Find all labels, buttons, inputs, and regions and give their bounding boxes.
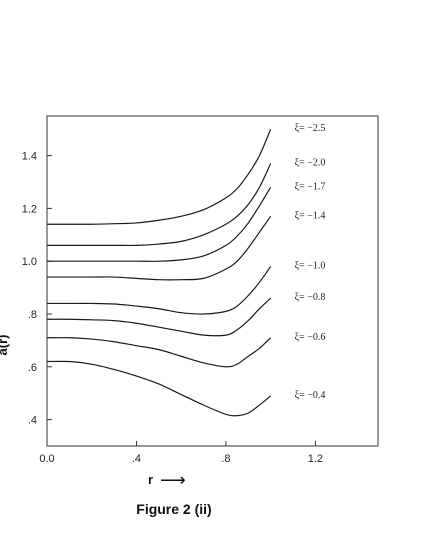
series-line [47, 215, 272, 281]
series-line [47, 186, 272, 262]
y-tick-label: 1.4 [22, 151, 37, 163]
series-label: ξ= −1.7 [295, 181, 326, 192]
series-line [47, 266, 272, 315]
axes: 0.0 .4 .8 1.2 .4 .6 .8 1.0 1.2 1.4 [22, 115, 379, 465]
y-tick-label: .8 [28, 309, 37, 321]
curve-labels: ξ= −2.5 ξ= −2.0 ξ= −1.7 ξ= −1.4 ξ= −1.0 ξ= −0… [295, 123, 326, 401]
series-label: ξ= −0.4 [295, 390, 326, 401]
series-label: ξ= −2.5 [295, 123, 326, 134]
series-label: ξ= −2.0 [295, 158, 326, 169]
y-tick-label: 1.0 [22, 256, 37, 268]
series-label: ξ= −1.0 [295, 260, 326, 271]
series-label: ξ= −0.8 [295, 292, 326, 303]
series-line [46, 360, 272, 417]
y-tick-label: 1.2 [22, 203, 37, 215]
x-tick-label: 1.2 [308, 453, 323, 465]
series-line [46, 337, 272, 368]
x-tick-label: 0.0 [39, 453, 54, 465]
series-line [46, 297, 272, 337]
figure-caption: Figure 2 (ii) [136, 501, 211, 517]
y-tick-label: .4 [28, 415, 37, 427]
series-label: ξ= −1.4 [295, 210, 326, 221]
x-tick-label: .8 [221, 453, 230, 465]
series-label: ξ= −0.6 [295, 332, 326, 343]
x-axis-name: r [148, 472, 153, 487]
plot-frame [46, 115, 379, 447]
series-line [46, 163, 272, 247]
y-axis-name: a(r) [0, 335, 10, 356]
x-tick-label: .4 [132, 453, 141, 465]
series-line [46, 128, 272, 225]
curves [46, 128, 272, 417]
x-axis-arrow: ⟶ [160, 470, 186, 490]
y-tick-label: .6 [28, 362, 37, 374]
